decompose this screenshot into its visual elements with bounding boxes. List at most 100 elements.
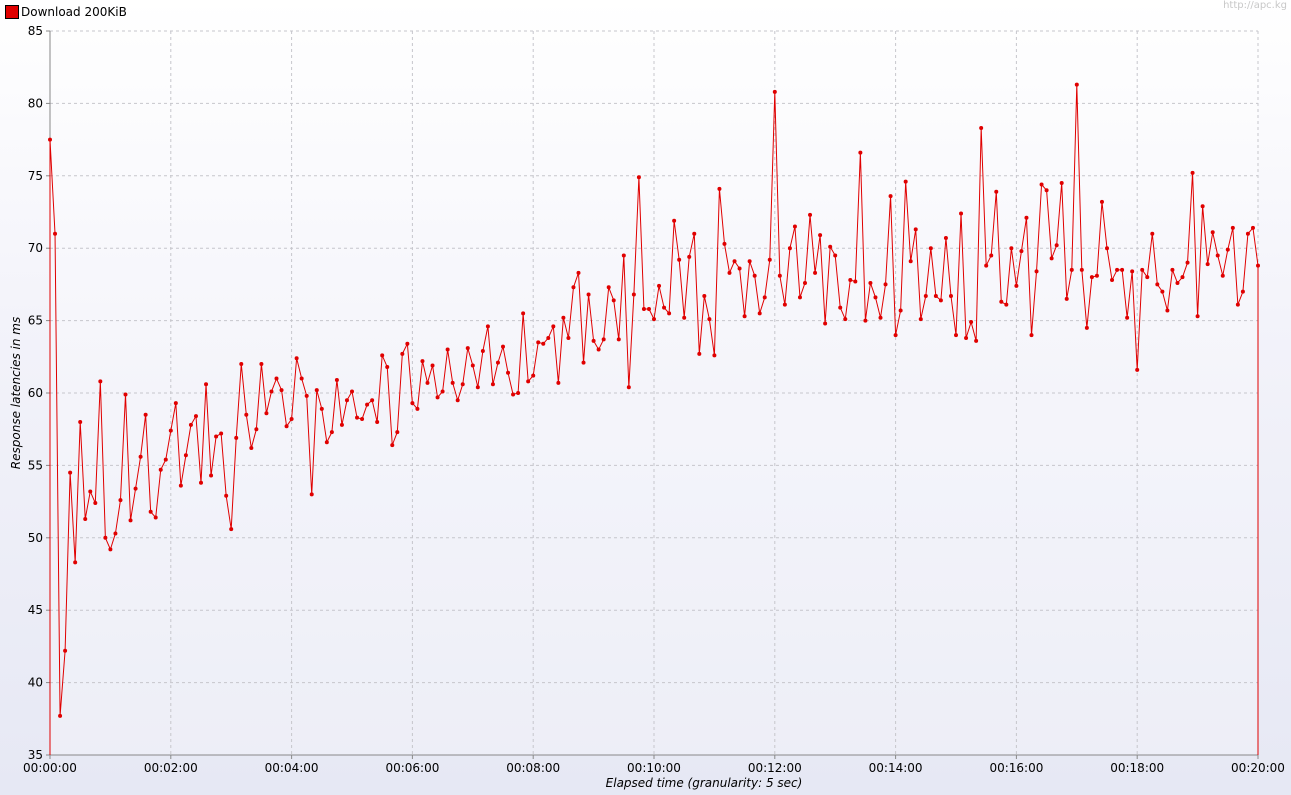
data-point <box>199 480 203 485</box>
data-point <box>621 253 626 258</box>
data-point <box>747 259 752 264</box>
data-point <box>732 259 737 264</box>
data-point <box>596 347 601 352</box>
data-point <box>188 422 193 427</box>
data-point <box>309 492 314 497</box>
data-point <box>88 489 93 494</box>
data-point <box>239 362 244 367</box>
data-point <box>123 392 128 397</box>
data-point <box>672 218 677 223</box>
data-point <box>1069 267 1074 272</box>
data-point <box>370 398 375 403</box>
data-point <box>717 186 722 191</box>
data-point <box>385 364 390 369</box>
data-point <box>938 298 943 303</box>
data-point <box>1094 273 1099 278</box>
data-point <box>943 236 948 241</box>
data-point <box>757 311 762 316</box>
data-point <box>1185 260 1190 265</box>
data-point <box>954 333 958 338</box>
data-point <box>521 311 526 316</box>
data-point <box>833 253 838 258</box>
data-point <box>948 293 953 298</box>
data-point <box>193 414 198 419</box>
data-point <box>1140 267 1145 272</box>
data-point <box>314 388 319 393</box>
data-point <box>1220 273 1225 278</box>
data-point <box>98 379 103 384</box>
data-point <box>526 379 531 384</box>
data-point <box>1099 199 1104 204</box>
data-point <box>219 431 224 436</box>
data-point <box>636 175 641 180</box>
data-point <box>440 389 445 394</box>
data-point <box>470 363 475 368</box>
data-point <box>1110 278 1115 283</box>
y-tick-label: 50 <box>28 531 43 545</box>
data-point <box>1150 231 1155 236</box>
data-point <box>1230 225 1235 230</box>
data-point <box>1135 367 1140 372</box>
data-point <box>495 360 500 365</box>
x-axis-title: Elapsed time (granularity: 5 sec) <box>606 776 803 790</box>
data-point <box>420 359 425 364</box>
data-point <box>546 335 551 340</box>
legend: Download 200KiB <box>5 5 127 19</box>
data-point <box>803 280 807 285</box>
data-point <box>1165 308 1170 313</box>
data-point <box>722 241 727 246</box>
data-point <box>737 266 742 271</box>
data-point <box>606 285 611 290</box>
data-point <box>279 388 284 393</box>
data-point <box>813 270 818 275</box>
data-point <box>868 280 873 285</box>
data-point <box>677 257 682 262</box>
data-point <box>410 401 415 406</box>
data-point <box>390 443 395 448</box>
data-point <box>697 351 702 356</box>
data-point <box>682 315 687 320</box>
data-point <box>762 295 767 300</box>
x-tick-label: 00:10:00 <box>627 761 681 775</box>
data-point <box>400 351 405 356</box>
data-point <box>1180 275 1185 280</box>
data-point <box>898 308 903 313</box>
data-point <box>772 89 777 94</box>
data-point <box>48 137 52 142</box>
data-point <box>878 315 883 320</box>
data-point <box>903 179 908 184</box>
data-point <box>355 415 360 420</box>
data-point <box>299 376 304 381</box>
data-point <box>254 427 259 432</box>
data-point <box>163 457 168 462</box>
data-point <box>1079 267 1084 272</box>
data-point <box>234 435 239 440</box>
x-tick-label: 00:00:00 <box>23 761 77 775</box>
data-point <box>818 233 823 238</box>
data-point <box>1245 231 1250 236</box>
data-point <box>118 498 123 503</box>
data-point <box>1235 302 1240 307</box>
data-point <box>641 307 646 312</box>
y-tick-label: 65 <box>28 314 43 328</box>
data-point <box>460 382 465 387</box>
data-point <box>506 370 511 375</box>
data-point <box>334 377 339 382</box>
data-point <box>1170 267 1175 272</box>
data-point <box>158 467 163 472</box>
data-point <box>657 283 662 288</box>
data-point <box>1049 256 1054 261</box>
data-point <box>78 419 83 424</box>
data-point <box>626 385 631 390</box>
data-point <box>933 293 938 298</box>
data-point <box>687 254 692 259</box>
data-point <box>1240 289 1245 294</box>
data-point <box>178 483 183 488</box>
y-tick-label: 80 <box>28 96 43 110</box>
data-point <box>128 518 133 523</box>
data-point <box>1200 204 1205 209</box>
data-point <box>1034 269 1039 274</box>
data-point <box>63 648 68 653</box>
data-point <box>964 335 969 340</box>
data-point <box>284 424 289 429</box>
